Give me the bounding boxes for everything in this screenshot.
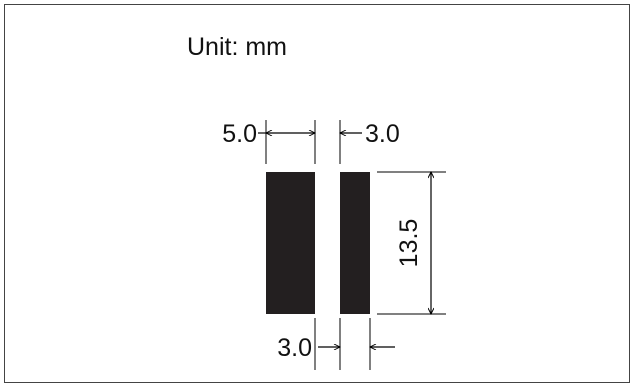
pad-left: [266, 172, 315, 314]
dimension-pad-height: 13.5: [395, 172, 431, 314]
gap-label: 3.0: [365, 120, 400, 148]
dimension-pad-width-small: 3.0: [277, 334, 395, 362]
pad-height-label: 13.5: [395, 219, 423, 268]
pad-right: [340, 172, 370, 314]
dimension-pad-width: 5.0: [222, 120, 315, 148]
unit-label: Unit: mm: [187, 33, 287, 61]
pad-width-small-label: 3.0: [277, 334, 312, 362]
dimension-gap: 3.0: [340, 120, 400, 148]
pad-width-label: 5.0: [222, 120, 257, 148]
diagram-frame: [4, 4, 630, 383]
